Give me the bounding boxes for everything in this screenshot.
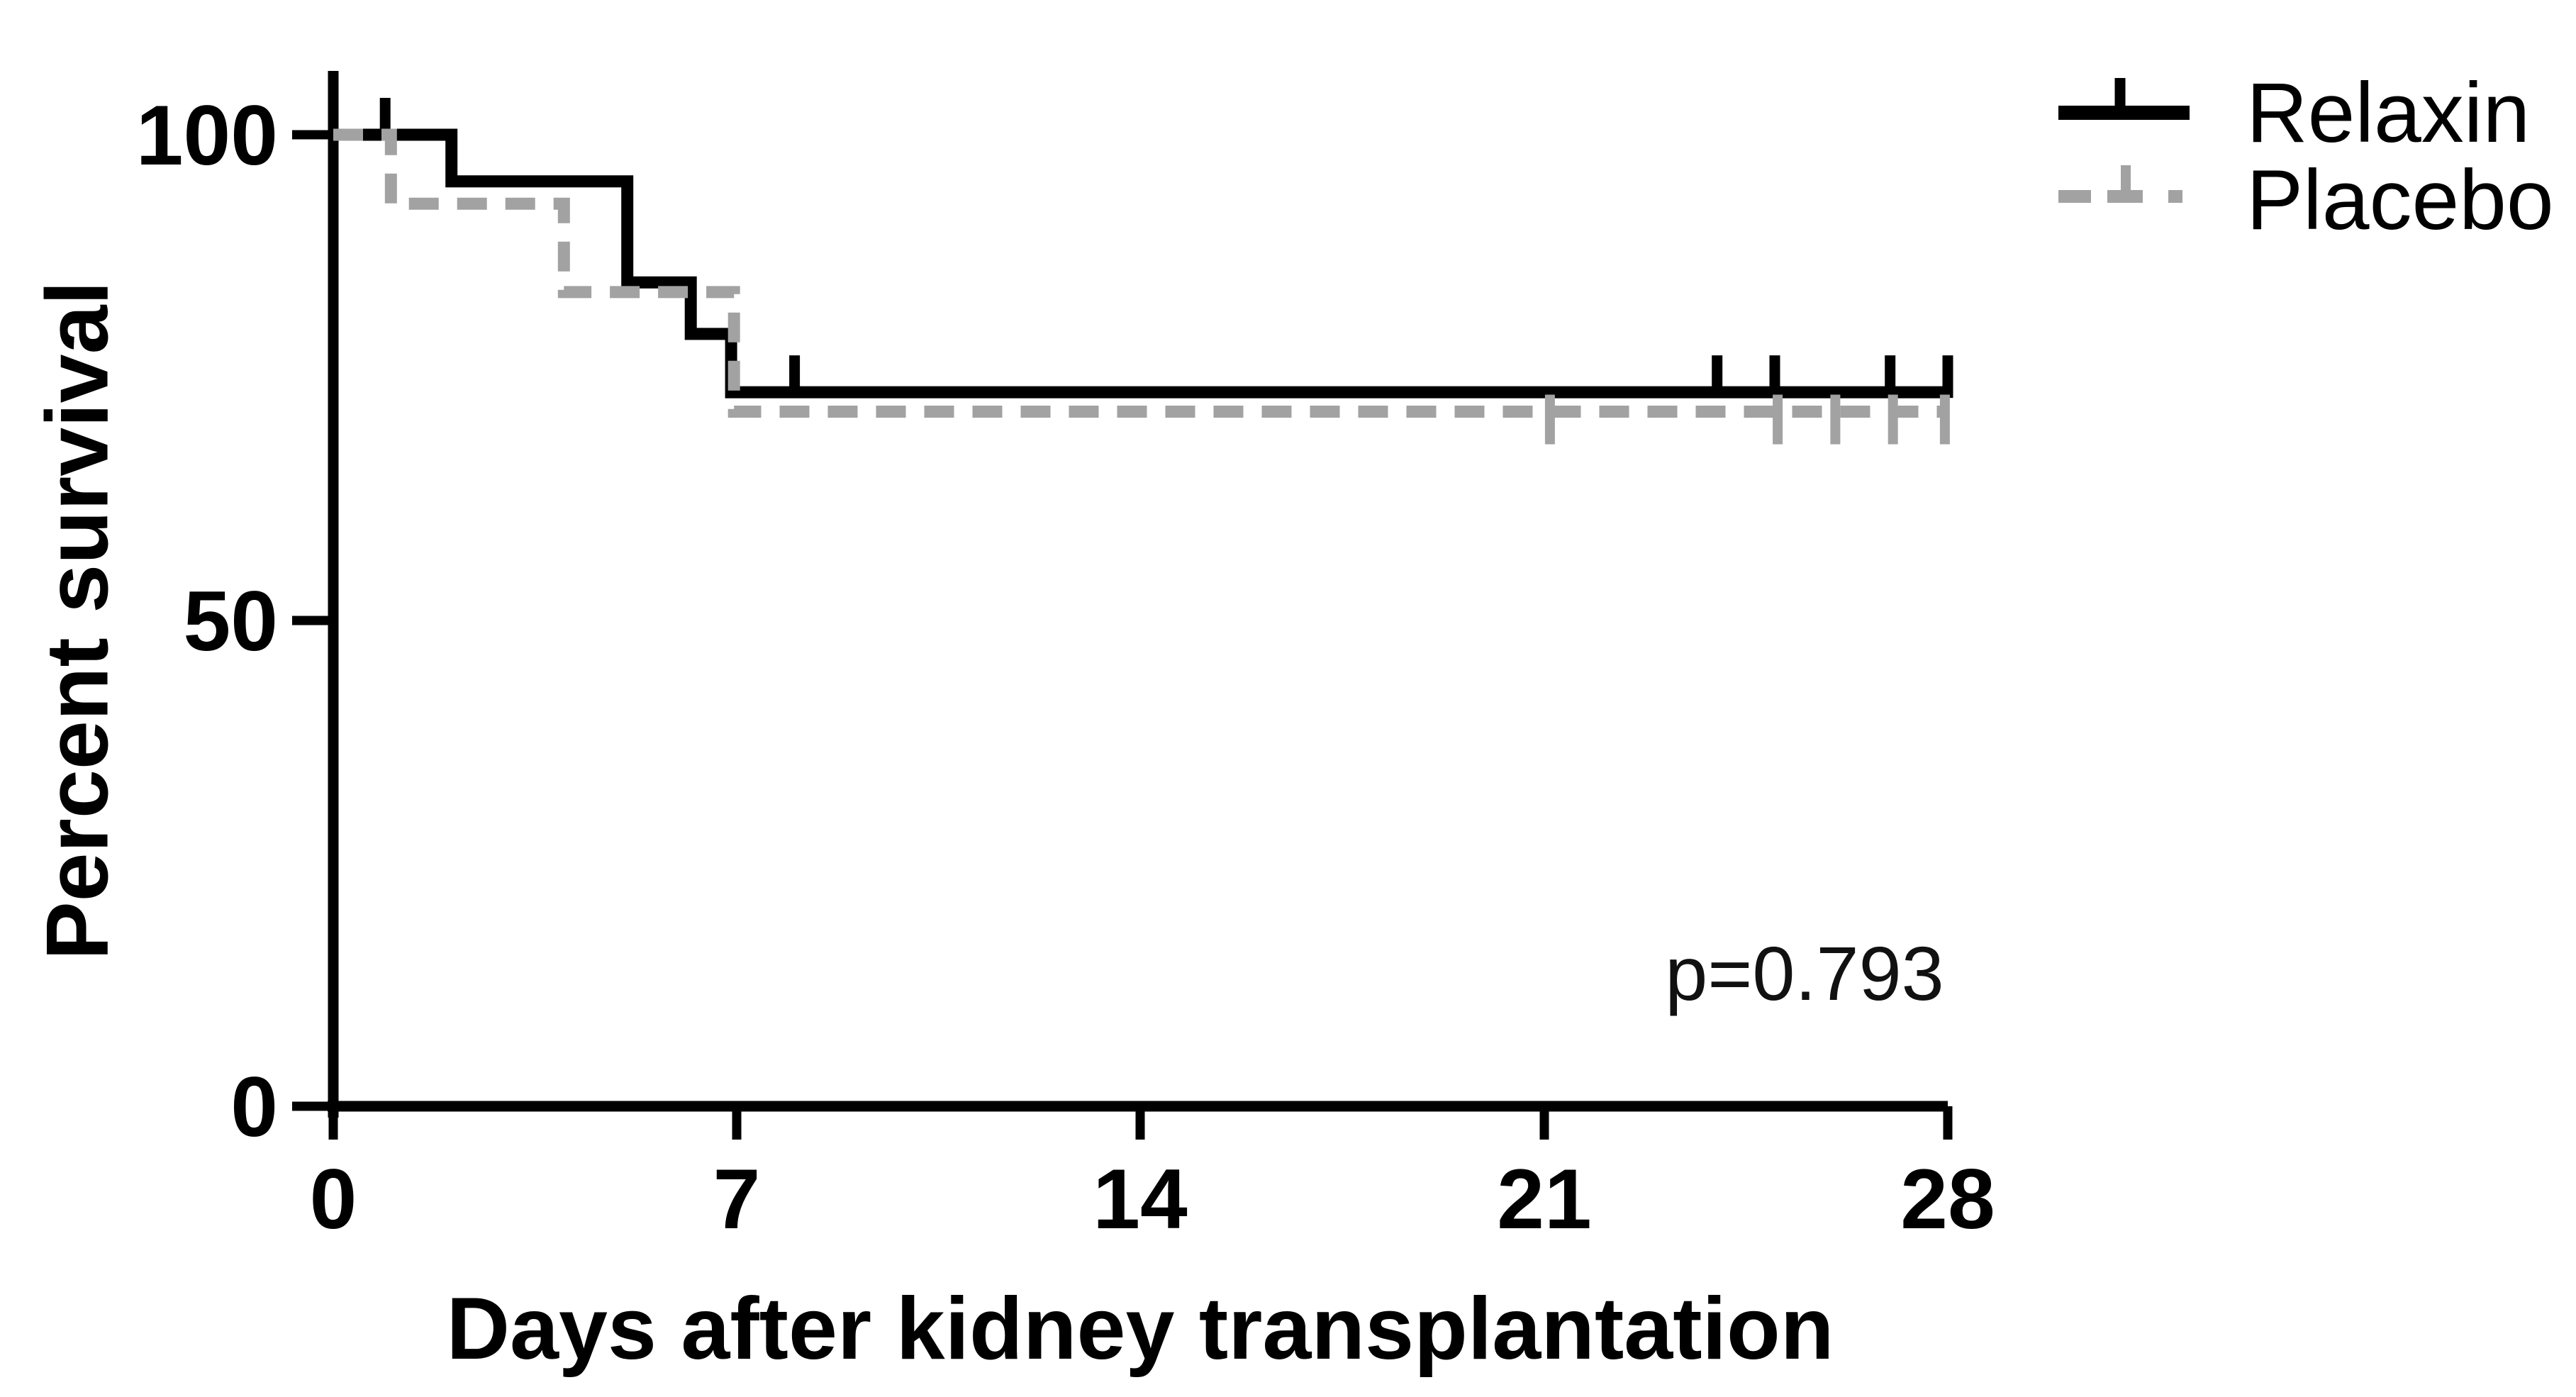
- x-tick-label: 14: [1093, 1152, 1188, 1247]
- x-tick-label: 28: [1900, 1152, 1995, 1247]
- y-tick-label: 50: [184, 574, 278, 669]
- y-tick-label: 0: [230, 1059, 278, 1154]
- y-axis: 100 50 0: [136, 71, 339, 1154]
- x-tick-label: 7: [713, 1152, 761, 1247]
- legend-label-relaxin: Relaxin: [2246, 65, 2530, 160]
- p-value-annotation: p=0.793: [1665, 930, 1944, 1016]
- x-axis-title: Days after kidney transplantation: [447, 1280, 1834, 1378]
- x-axis: 0 7 14 21 28: [310, 1101, 1995, 1247]
- x-tick-label: 0: [310, 1152, 357, 1247]
- placebo-curve: [333, 128, 1948, 418]
- x-tick-label: 21: [1497, 1152, 1591, 1247]
- relaxin-curve: [333, 128, 1948, 399]
- y-tick-label: 100: [136, 88, 278, 183]
- y-axis-title: Percent survival: [28, 281, 126, 960]
- curves-layer: [333, 98, 1953, 445]
- legend: Relaxin Placebo: [2058, 65, 2554, 247]
- legend-label-placebo: Placebo: [2246, 152, 2554, 247]
